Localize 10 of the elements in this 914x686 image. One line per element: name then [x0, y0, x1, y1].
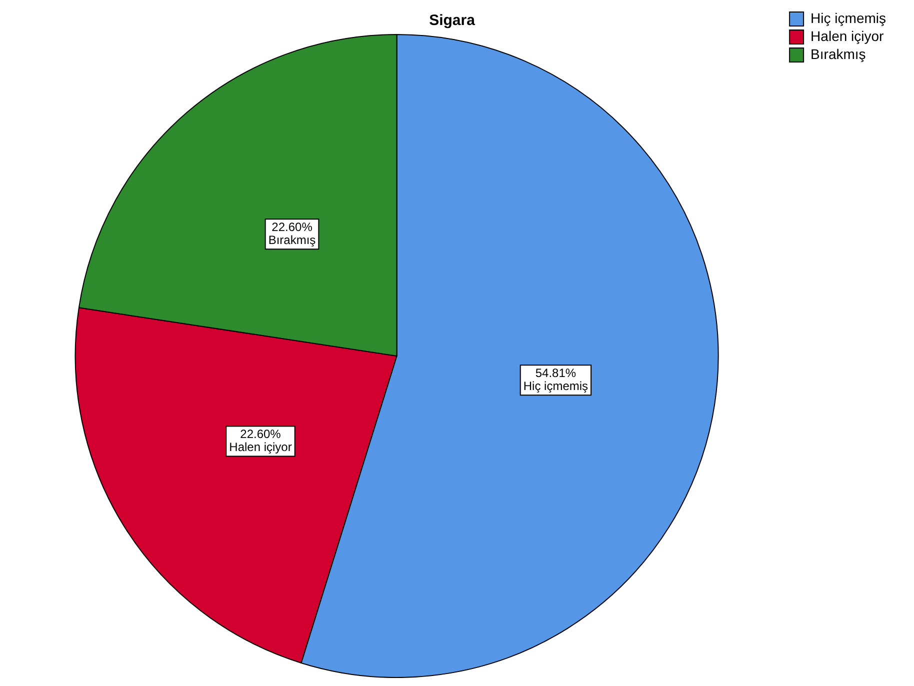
- slice-label: Bırakmış: [268, 232, 316, 247]
- legend-label: Halen içiyor: [810, 28, 884, 44]
- data-label: 22.60%: [272, 220, 313, 234]
- slice-label: Hiç içmemiş: [523, 378, 588, 393]
- chart-title: Sigara: [429, 12, 476, 30]
- slice-label: Halen içiyor: [229, 440, 292, 454]
- data-label: 54.81%: [535, 366, 576, 380]
- legend-label: Bırakmış: [810, 46, 866, 62]
- data-label: 22.60%: [240, 427, 282, 442]
- legend-label: Hiç içmemiş: [810, 10, 886, 26]
